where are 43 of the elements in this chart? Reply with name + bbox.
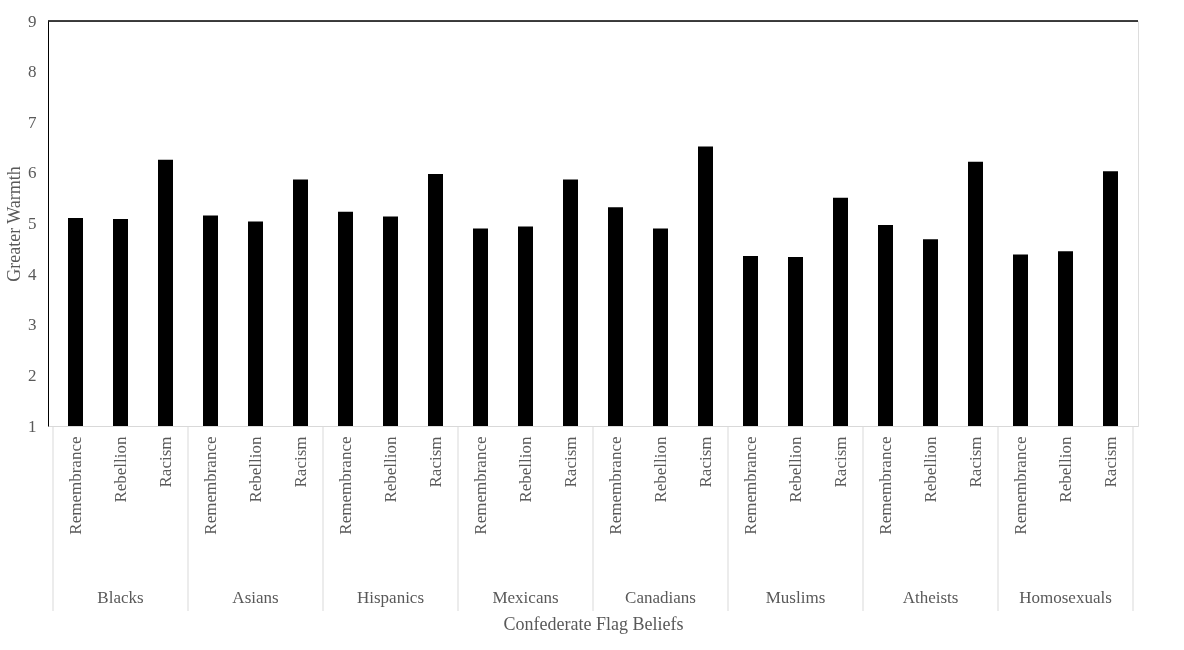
y-tick-label: 9 bbox=[28, 11, 37, 31]
text: Canadians bbox=[625, 588, 696, 607]
x-tick-label: Rebellion bbox=[1056, 436, 1075, 503]
text: Atheists bbox=[902, 588, 959, 607]
x-tick-label: Rebellion bbox=[651, 436, 670, 503]
text: Blacks bbox=[97, 588, 144, 607]
text: Homosexuals bbox=[1019, 588, 1112, 607]
x-tick-label: Remembrance bbox=[606, 436, 625, 535]
x-tick-label: Remembrance bbox=[741, 436, 760, 535]
x-tick-label: Racism bbox=[1101, 436, 1120, 488]
x-tick-label: Rebellion bbox=[516, 436, 535, 503]
x-tick-label: Remembrance bbox=[471, 436, 490, 535]
y-tick-label: 4 bbox=[28, 264, 37, 284]
x-tick-label: Remembrance bbox=[66, 436, 85, 535]
text: Muslims bbox=[765, 588, 826, 607]
x-axis-title: Confederate Flag Beliefs bbox=[503, 613, 684, 634]
x-tick-label: Racism bbox=[831, 436, 850, 488]
y-axis-title: Greater Warmth bbox=[4, 166, 24, 282]
x-tick-label: Rebellion bbox=[921, 436, 940, 503]
x-tick-label: Remembrance bbox=[876, 436, 895, 535]
x-tick-label: Rebellion bbox=[786, 436, 805, 503]
y-tick-label: 7 bbox=[28, 112, 37, 132]
y-tick-label: 6 bbox=[28, 163, 37, 183]
y-tick-label: 8 bbox=[28, 62, 37, 82]
x-tick-label: Racism bbox=[966, 436, 985, 488]
x-tick-label: Remembrance bbox=[1011, 436, 1030, 535]
x-tick-label: Rebellion bbox=[111, 436, 130, 503]
y-tick-label: 1 bbox=[28, 416, 37, 436]
x-tick-label: Rebellion bbox=[246, 436, 265, 503]
x-tick-label: Racism bbox=[291, 436, 310, 488]
x-tick-label: Racism bbox=[426, 436, 445, 488]
x-tick-label: Racism bbox=[696, 436, 715, 488]
y-tick-label: 3 bbox=[28, 315, 37, 335]
x-tick-label: Racism bbox=[561, 436, 580, 488]
x-tick-label: Remembrance bbox=[201, 436, 220, 535]
text: Asians bbox=[232, 588, 279, 607]
text: Hispanics bbox=[356, 588, 425, 607]
text: Mexicans bbox=[492, 588, 559, 607]
x-tick-label: Racism bbox=[156, 436, 175, 488]
x-tick-label: Remembrance bbox=[336, 436, 355, 535]
y-tick-label: 5 bbox=[28, 214, 37, 233]
x-tick-label: Rebellion bbox=[381, 436, 400, 503]
y-tick-label: 2 bbox=[28, 365, 37, 385]
